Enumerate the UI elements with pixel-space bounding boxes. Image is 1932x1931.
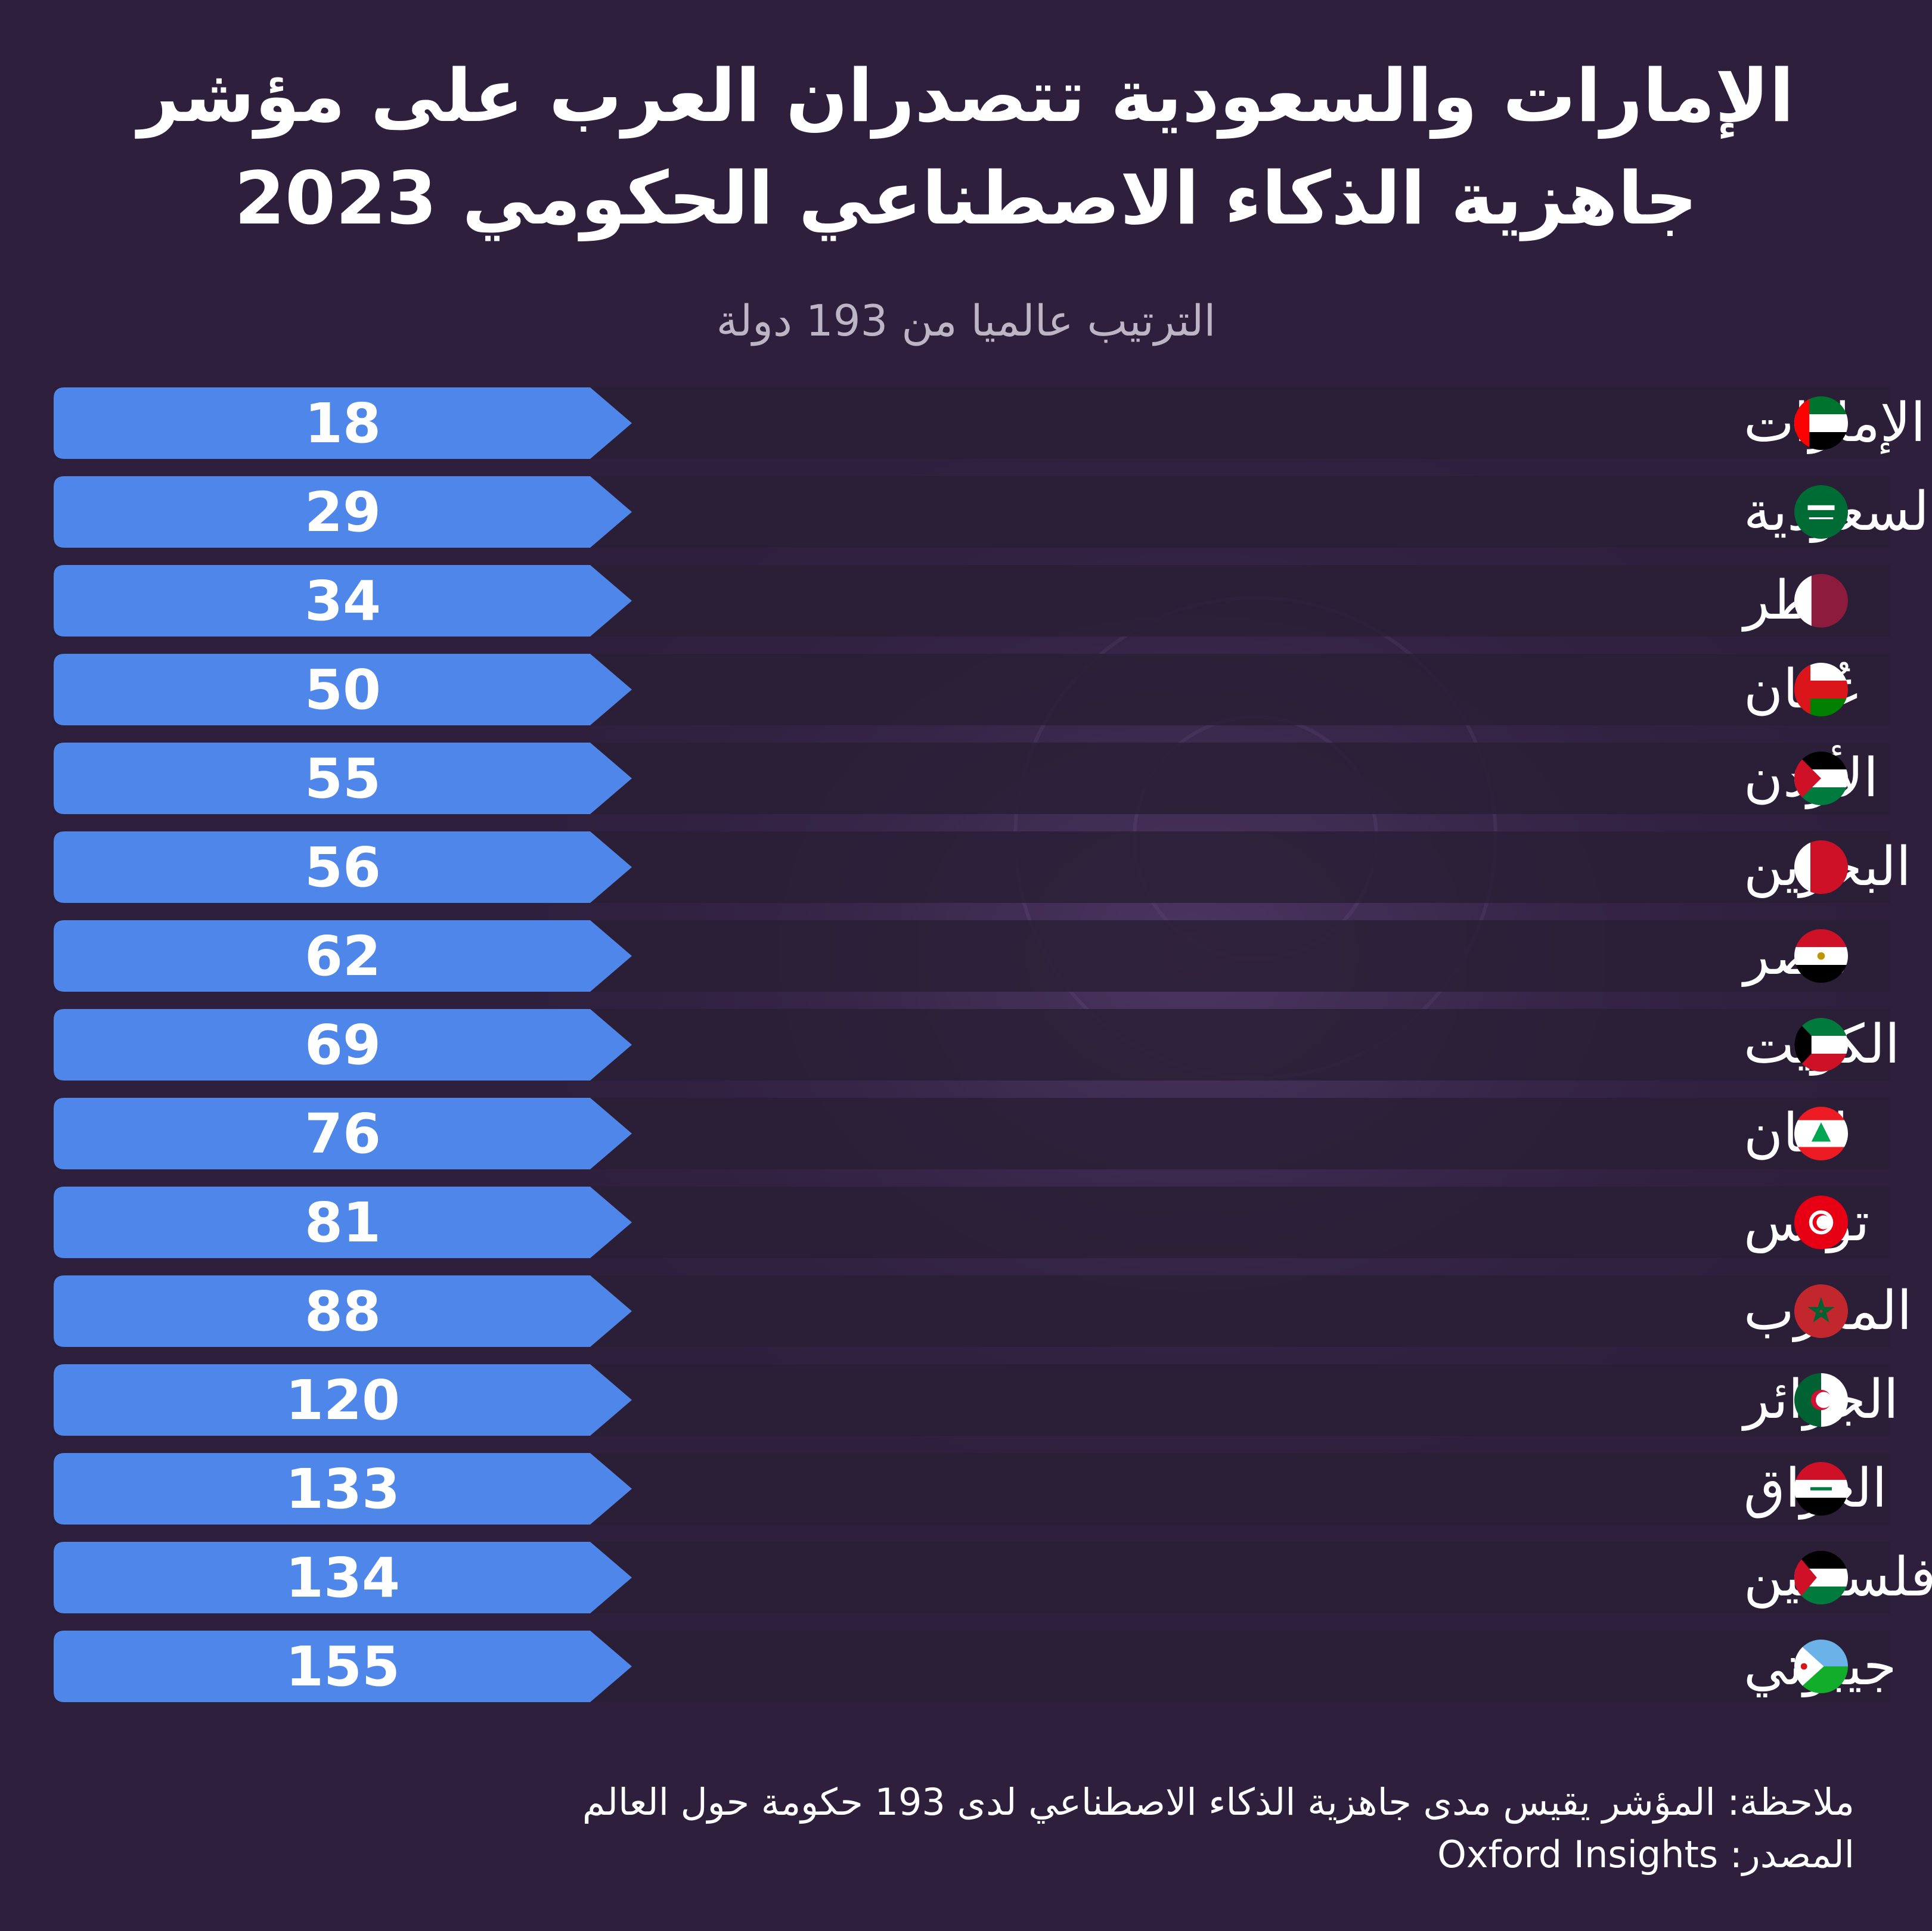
chart-row: 134فلسطين	[54, 1542, 1932, 1613]
rank-bar	[54, 831, 632, 903]
rank-bar	[54, 920, 632, 992]
flag-part	[1807, 505, 1835, 510]
egypt-flag-icon	[1794, 929, 1848, 983]
rank-value-label: 62	[305, 924, 381, 988]
chart-row: 18الإمارات	[54, 387, 1925, 459]
djibouti-flag-icon	[1794, 1640, 1848, 1693]
rank-value-label: 88	[305, 1280, 381, 1343]
footnotes: ملاحظة: المؤشر يقيس مدى جاهزية الذكاء ال…	[126, 1776, 1855, 1881]
chart-row: 133العراق	[54, 1453, 1890, 1525]
rank-value-label: 133	[286, 1457, 400, 1521]
flag-part	[1810, 1487, 1832, 1491]
rank-bar	[54, 654, 632, 725]
chart-row: 50عُمان	[54, 654, 1890, 725]
rank-value-label: 155	[286, 1635, 400, 1699]
rank-bar	[54, 1187, 632, 1258]
rank-value-label: 81	[305, 1191, 381, 1255]
rank-value-label: 55	[305, 747, 381, 811]
flag-part	[1817, 952, 1825, 960]
iraq-flag-icon	[1794, 1462, 1848, 1516]
rank-bar	[54, 1542, 632, 1613]
rank-value-label: 18	[305, 392, 381, 455]
rank-value-label: 50	[305, 658, 381, 722]
oman-flag-icon	[1794, 663, 1848, 716]
rank-value-label: 69	[305, 1013, 381, 1077]
flag-part	[1816, 1215, 1831, 1230]
chart-row: 56البحرين	[54, 831, 1911, 903]
morocco-flag-icon	[1794, 1284, 1848, 1338]
chart-row: 55الأردن	[54, 743, 1890, 814]
jordan-flag-icon	[1794, 752, 1848, 805]
rank-value-label: 56	[305, 836, 381, 899]
saudi-flag-icon	[1794, 485, 1848, 539]
chart-row: 88المغرب	[54, 1275, 1912, 1347]
flag-part	[1794, 752, 1821, 805]
flag-part	[1811, 1122, 1831, 1142]
chart-subtitle: الترتيب عالميا من 193 دولة	[716, 296, 1216, 346]
chart-row: 155جيبوتي	[54, 1631, 1897, 1702]
rank-bar	[54, 743, 632, 814]
chart-row: 81تونس	[54, 1187, 1890, 1258]
flag-part	[1794, 485, 1848, 539]
rank-bar	[54, 1098, 632, 1169]
flag-part	[1807, 1296, 1835, 1323]
lebanon-flag-icon	[1794, 1107, 1848, 1160]
flag-part	[1794, 1640, 1824, 1693]
tunisia-flag-icon	[1794, 1196, 1848, 1249]
flag-part	[1809, 517, 1834, 520]
rank-value-label: 34	[305, 569, 381, 633]
flag-part	[1800, 1663, 1807, 1670]
chart-row: 76لبنان	[54, 1098, 1890, 1169]
rank-value-label: 120	[286, 1368, 400, 1432]
rank-bar	[54, 1453, 632, 1525]
chart-row: 120الجزائر	[54, 1364, 1899, 1436]
uae-flag-icon	[1794, 396, 1848, 450]
palestine-flag-icon	[1794, 1551, 1848, 1604]
rank-bar	[54, 1009, 632, 1081]
rank-value-label: 76	[305, 1102, 381, 1166]
flag-part	[1794, 1018, 1812, 1072]
rank-value-label: 29	[305, 480, 381, 544]
qatar-flag-icon	[1794, 574, 1848, 628]
algeria-flag-icon	[1794, 1373, 1848, 1427]
chart-row: 69الكويت	[54, 1009, 1900, 1081]
rank-bar	[54, 1631, 632, 1702]
flag-part	[1794, 1284, 1848, 1338]
flag-part	[1794, 1551, 1817, 1604]
rank-bar	[54, 565, 632, 637]
note-text: ملاحظة: المؤشر يقيس مدى جاهزية الذكاء ال…	[582, 1780, 1855, 1824]
source-text: المصدر: Oxford Insights	[1437, 1833, 1855, 1876]
rank-bar	[54, 1364, 632, 1436]
flag-part	[1816, 1392, 1832, 1408]
rank-value-label: 134	[286, 1546, 400, 1610]
bahrain-flag-icon	[1794, 840, 1848, 894]
kuwait-flag-icon	[1794, 1018, 1848, 1072]
chart-row: 62مصر	[54, 920, 1890, 992]
rank-bar	[54, 476, 632, 548]
rank-bar	[54, 1275, 632, 1347]
rank-bar	[54, 387, 632, 459]
chart-row: 34 قطر	[54, 565, 1890, 637]
chart-title: الإمارات والسعودية تتصدران العرب على مؤش…	[138, 54, 1794, 241]
chart-row: 29السعودية	[54, 476, 1932, 548]
